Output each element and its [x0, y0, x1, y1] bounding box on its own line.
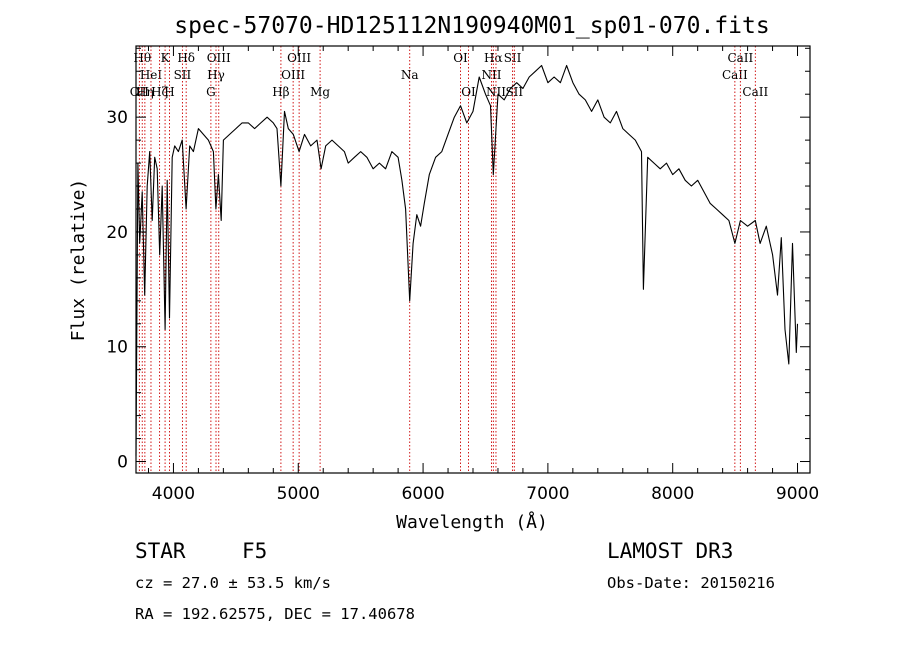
- x-tick-label: 5000: [277, 484, 320, 504]
- y-tick-label: 20: [106, 223, 128, 243]
- line-marker-label: G: [206, 85, 216, 99]
- line-marker-label: SII: [174, 68, 192, 82]
- line-marker-label: CaII: [727, 51, 753, 65]
- line-marker-label: CaII: [722, 68, 748, 82]
- survey-name: LAMOST DR3: [607, 539, 733, 563]
- object-class: STAR: [135, 539, 186, 563]
- line-marker-label: Mg: [310, 85, 330, 99]
- line-marker-label: K: [161, 51, 171, 65]
- obs-date-text: Obs-Date: 20150216: [607, 574, 775, 592]
- axis-ticks: 4000 5000 6000 7000 8000 9000 0 10 20 30: [106, 46, 819, 504]
- spectrum-line: [135, 64, 799, 456]
- y-tick-label: 30: [106, 108, 128, 128]
- line-marker-label: Hδ: [177, 51, 195, 65]
- line-marker-label: Hθ: [133, 51, 151, 65]
- line-marker-label: OI: [461, 85, 476, 99]
- y-tick-label: 0: [117, 453, 128, 473]
- y-tick-label: 10: [106, 338, 128, 358]
- line-marker-label: NII: [486, 85, 506, 99]
- x-tick-label: 9000: [776, 484, 819, 504]
- line-marker-label: OIII: [207, 51, 231, 65]
- line-marker-label: Hη: [136, 85, 154, 99]
- chart-title: spec-57070-HD125112N190940M01_sp01-070.f…: [174, 13, 769, 39]
- x-tick-label: 7000: [526, 484, 569, 504]
- x-axis-title: Wavelength (Å): [396, 511, 548, 533]
- coordinates-text: RA = 192.62575, DEC = 17.40678: [135, 605, 415, 623]
- spectral-subclass: F5: [242, 539, 267, 563]
- line-marker-label: OIII: [287, 51, 311, 65]
- y-axis-title: Flux (relative): [68, 179, 89, 342]
- line-marker-label: NII: [481, 68, 501, 82]
- spectrum-series: [135, 64, 799, 456]
- line-marker-label: HeI: [140, 68, 163, 82]
- x-tick-label: 6000: [401, 484, 444, 504]
- line-marker-label: H: [164, 85, 174, 99]
- x-tick-label: 8000: [651, 484, 694, 504]
- line-marker-label: Hβ: [272, 85, 289, 99]
- line-marker-label: OI: [453, 51, 468, 65]
- velocity-text: cz = 27.0 ± 53.5 km/s: [135, 574, 331, 592]
- line-marker-label: OIII: [281, 68, 305, 82]
- line-marker-label: OII: [130, 85, 150, 99]
- line-marker-label: Hα: [484, 51, 503, 65]
- line-marker-label: Hγ: [207, 68, 225, 82]
- line-marker-label: Na: [401, 68, 419, 82]
- line-markers: OIIHθHηHeIHζKHSIIHδGHγOIIIHβOIIIOIIIMgNa…: [130, 46, 768, 473]
- line-marker-label: CaII: [742, 85, 768, 99]
- line-marker-label: SII: [504, 51, 522, 65]
- x-tick-label: 4000: [152, 484, 195, 504]
- line-marker-label: Hζ: [151, 85, 168, 99]
